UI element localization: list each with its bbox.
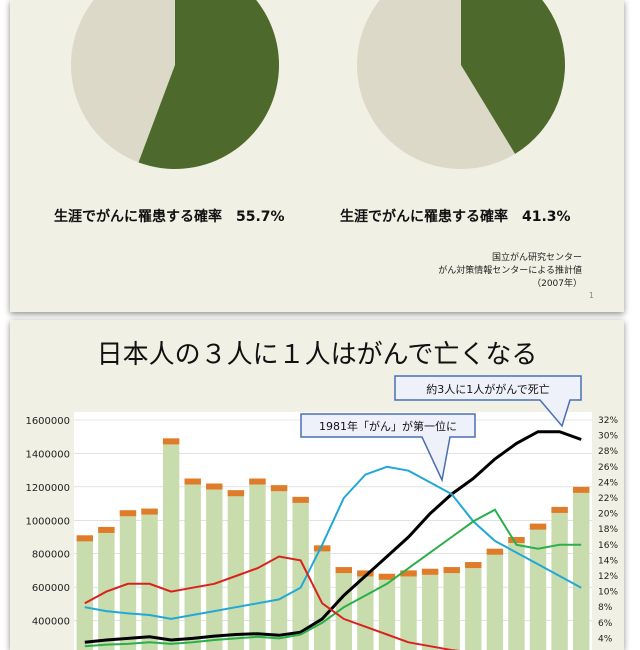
source-note: 国立がん研究センター がん対策情報センターによる推計値 （2007年） bbox=[438, 252, 582, 291]
bar-top bbox=[271, 485, 287, 491]
bar bbox=[379, 574, 395, 650]
bar bbox=[77, 535, 93, 650]
right-tick-label: 10% bbox=[598, 588, 618, 598]
bar-top bbox=[120, 510, 136, 516]
right-tick-label: 32% bbox=[598, 416, 618, 426]
bar bbox=[120, 510, 136, 650]
bar-top bbox=[249, 479, 265, 485]
bar bbox=[422, 569, 438, 650]
right-axis: 32% 30% 28% 26% 24% 22% 20% 18% 16% 14% 12% 10% 8% 6%… bbox=[598, 416, 618, 650]
left-tick-label: 1000000 bbox=[25, 516, 70, 527]
source-line: がん対策情報センターによる推計値 bbox=[438, 265, 582, 278]
right-tick-label: 24% bbox=[598, 478, 618, 488]
bar bbox=[228, 490, 244, 650]
right-tick-label: 30% bbox=[598, 432, 618, 442]
bar-top bbox=[98, 527, 114, 533]
page-number: 1 bbox=[589, 291, 594, 300]
pie-caption-female: 生涯でがんに罹患する確率 41.3% bbox=[340, 206, 571, 226]
left-tick-label: 800000 bbox=[32, 550, 70, 561]
right-tick-label: 4% bbox=[598, 634, 613, 644]
bar bbox=[573, 487, 589, 650]
right-tick-label: 14% bbox=[598, 556, 618, 566]
bar bbox=[271, 485, 287, 650]
bar-top bbox=[228, 490, 244, 496]
right-tick-label: 22% bbox=[598, 494, 618, 504]
mortality-chart: 1600000 1400000 1200000 1000000 800000 600000… bbox=[10, 320, 624, 650]
bar bbox=[141, 509, 157, 650]
bar-top bbox=[206, 484, 222, 490]
bar-top bbox=[163, 438, 179, 444]
bar-top bbox=[444, 567, 460, 573]
bar bbox=[206, 484, 222, 650]
bar-top bbox=[573, 487, 589, 493]
slide-cancer-incidence: 生涯でがんに罹患する確率 55.7% 生涯でがんに罹患する確率 41.3% 国立… bbox=[10, 0, 624, 312]
bar-top bbox=[141, 509, 157, 515]
bar-top bbox=[292, 497, 308, 503]
right-tick-label: 6% bbox=[598, 619, 613, 629]
left-axis: 1600000 1400000 1200000 1000000 800000 600000… bbox=[25, 416, 70, 650]
callout-right-text: 約3人に1人ががんで死亡 bbox=[426, 382, 549, 396]
bar-top bbox=[465, 562, 481, 568]
bar bbox=[314, 545, 330, 650]
right-tick-label: 20% bbox=[598, 510, 618, 520]
bar-top bbox=[551, 507, 567, 513]
bar-top bbox=[530, 524, 546, 530]
bar bbox=[465, 562, 481, 650]
left-tick-label: 1200000 bbox=[25, 483, 70, 494]
pie-caption-male: 生涯でがんに罹患する確率 55.7% bbox=[54, 206, 285, 226]
callout-left-text: 1981年「がん」が第一位に bbox=[319, 419, 457, 433]
bar bbox=[530, 524, 546, 650]
bar-top bbox=[77, 535, 93, 541]
right-tick-label: 18% bbox=[598, 525, 618, 535]
right-tick-label: 12% bbox=[598, 572, 618, 582]
bar bbox=[444, 567, 460, 650]
left-tick-label: 1600000 bbox=[25, 416, 70, 427]
bar bbox=[508, 537, 524, 650]
bar-top bbox=[422, 569, 438, 575]
left-tick-label: 400000 bbox=[32, 617, 70, 628]
source-line: 国立がん研究センター bbox=[438, 252, 582, 265]
left-tick-label: 1400000 bbox=[25, 449, 70, 460]
bar bbox=[185, 479, 201, 650]
left-tick-label: 600000 bbox=[32, 583, 70, 594]
pie-chart-male bbox=[70, 0, 280, 180]
pie-chart-female bbox=[356, 0, 566, 180]
bar bbox=[336, 567, 352, 650]
right-tick-label: 8% bbox=[598, 603, 613, 613]
bar-top bbox=[487, 549, 503, 555]
right-tick-label: 16% bbox=[598, 541, 618, 551]
right-tick-label: 26% bbox=[598, 463, 618, 473]
bar-top bbox=[185, 479, 201, 485]
bar bbox=[487, 549, 503, 650]
source-line: （2007年） bbox=[438, 278, 582, 291]
bar-top bbox=[508, 537, 524, 543]
bar-top bbox=[336, 567, 352, 573]
right-tick-label: 28% bbox=[598, 447, 618, 457]
bar bbox=[400, 570, 416, 650]
